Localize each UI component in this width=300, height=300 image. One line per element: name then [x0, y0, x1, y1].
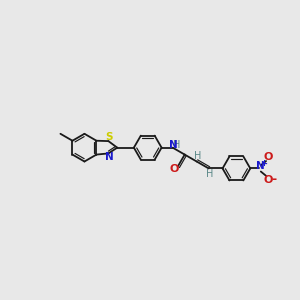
Text: N: N: [105, 152, 113, 162]
Text: O: O: [264, 152, 273, 162]
Text: -: -: [271, 173, 276, 186]
Text: H: H: [206, 169, 213, 179]
Text: H: H: [173, 140, 180, 150]
Text: H: H: [194, 151, 201, 161]
Text: N: N: [256, 161, 264, 171]
Text: +: +: [260, 158, 267, 167]
Text: S: S: [105, 132, 113, 142]
Text: N: N: [169, 140, 178, 150]
Text: O: O: [170, 164, 179, 174]
Text: O: O: [264, 175, 273, 185]
